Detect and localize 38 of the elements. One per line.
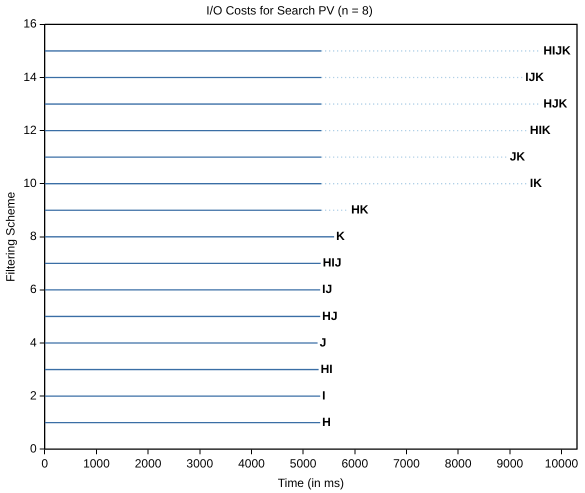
y-tick-label: 10	[23, 176, 38, 190]
series-label: HJK	[543, 96, 568, 110]
x-tick-label: 3000	[186, 456, 214, 471]
series-label: J	[320, 335, 326, 350]
x-tick-label: 7000	[393, 456, 420, 471]
chart-title: I/O Costs for Search PV (n = 8)	[206, 4, 373, 18]
y-tick-label: 16	[23, 16, 38, 31]
y-tick-label: 14	[23, 70, 38, 84]
y-tick-label: 2	[30, 388, 38, 402]
series-label: HIJK	[543, 43, 572, 58]
series-label: HJ	[322, 308, 338, 323]
x-tick-label: 9000	[496, 456, 524, 471]
x-tick-label: 6000	[341, 456, 368, 471]
y-tick-label: 12	[23, 122, 38, 137]
series-label: IJ	[322, 282, 332, 296]
x-tick-label: 1000	[83, 456, 110, 471]
y-axis-title: Filtering Scheme	[4, 191, 18, 282]
x-axis-title: Time (in ms)	[278, 476, 344, 490]
x-tick-label: 10000	[544, 456, 579, 471]
x-tick-label: 8000	[444, 456, 472, 471]
series-label: HI	[320, 362, 333, 376]
series-label: HK	[351, 202, 369, 217]
y-tick-label: 4	[30, 335, 38, 350]
series-label: K	[336, 229, 346, 244]
series-label: IJK	[525, 70, 544, 84]
series-label: JK	[510, 149, 526, 164]
series-label: IK	[530, 176, 542, 190]
y-tick-label: 0	[30, 442, 38, 456]
x-tick-label: 2000	[134, 456, 162, 471]
y-tick-label: 6	[30, 282, 38, 296]
y-tick-label: 8	[30, 229, 38, 244]
series-label: HIJ	[322, 256, 342, 270]
series-label: I	[322, 388, 326, 402]
series-label: HIK	[530, 122, 551, 137]
x-tick-label: 5000	[290, 456, 317, 471]
x-tick-label: 0	[41, 456, 48, 471]
x-tick-label: 4000	[238, 456, 266, 471]
series-label: H	[322, 414, 331, 429]
